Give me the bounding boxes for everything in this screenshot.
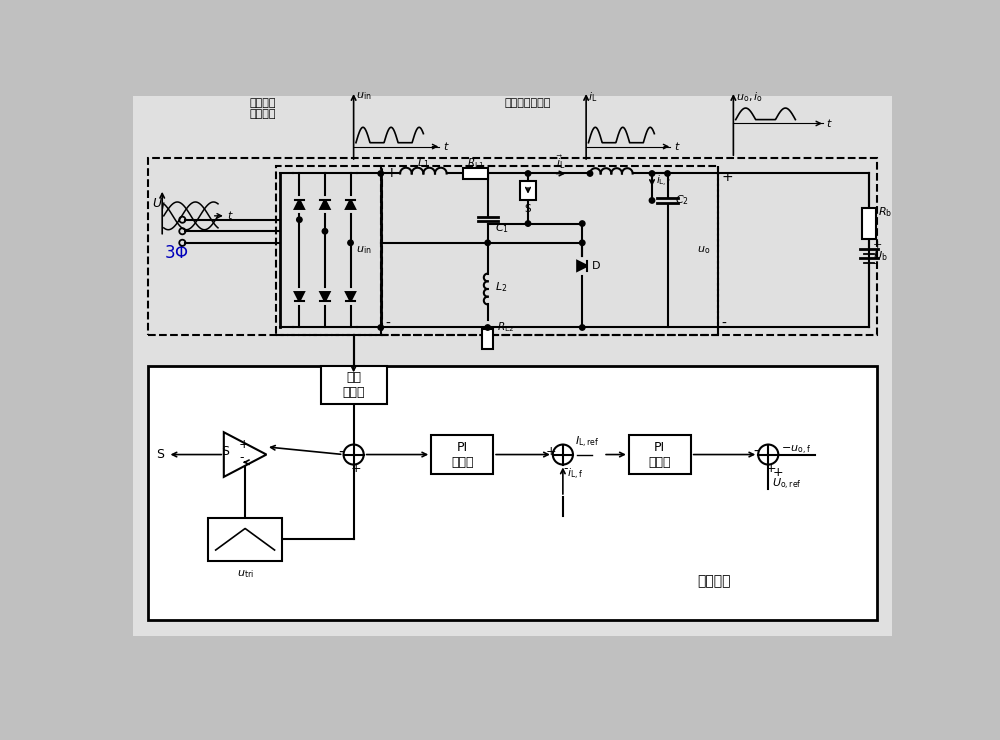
Text: +: + [545, 445, 556, 458]
Text: -: - [239, 451, 243, 464]
Text: D: D [592, 261, 601, 271]
Bar [862, 208, 876, 239]
Text: $C_1$: $C_1$ [495, 221, 509, 235]
Text: $t$: $t$ [826, 116, 833, 129]
Circle shape [322, 229, 328, 234]
Text: +: + [385, 166, 397, 181]
Text: $U_{\rm b}$: $U_{\rm b}$ [873, 249, 888, 263]
Polygon shape [224, 432, 266, 477]
Polygon shape [346, 200, 355, 209]
Text: $t$: $t$ [443, 140, 449, 152]
Text: $u_{\rm o}$: $u_{\rm o}$ [697, 245, 710, 256]
Polygon shape [320, 200, 330, 209]
Text: $u_{\rm o},i_{\rm o}$: $u_{\rm o},i_{\rm o}$ [736, 90, 763, 104]
Bar [276, 166, 382, 335]
Bar [148, 158, 877, 335]
Circle shape [348, 240, 353, 246]
Text: 三相不控: 三相不控 [250, 98, 276, 108]
Text: $i_{\rm L,f}$: $i_{\rm L,f}$ [656, 174, 671, 189]
Text: 充电接口变换器: 充电接口变换器 [505, 98, 551, 108]
Bar [463, 169, 488, 178]
Circle shape [580, 240, 585, 246]
Text: $-u_{\rm o,f}$: $-u_{\rm o,f}$ [781, 444, 811, 457]
Text: $L_2$: $L_2$ [495, 280, 508, 295]
Text: -: - [753, 445, 758, 459]
Text: $I_{\rm L,ref}$: $I_{\rm L,ref}$ [575, 435, 600, 450]
Circle shape [485, 325, 490, 330]
Polygon shape [346, 292, 355, 301]
Circle shape [378, 171, 383, 176]
Text: S: S [525, 204, 531, 215]
Text: $R_{\rm b}$: $R_{\rm b}$ [878, 205, 893, 219]
Text: S: S [222, 445, 230, 457]
Text: -: - [563, 462, 567, 475]
Text: $3\Phi$: $3\Phi$ [164, 244, 188, 262]
Text: $\vec{i}_{\rm L}$: $\vec{i}_{\rm L}$ [556, 154, 566, 171]
Text: +: + [873, 240, 882, 250]
Bar [381, 166, 718, 335]
Circle shape [485, 240, 490, 246]
Text: -: - [873, 258, 877, 268]
Text: PI
调节器: PI 调节器 [648, 440, 671, 468]
Bar [431, 435, 493, 474]
Text: -: - [385, 317, 390, 331]
Text: $U_{\rm o,ref}$: $U_{\rm o,ref}$ [772, 477, 802, 491]
Circle shape [378, 325, 383, 330]
Circle shape [580, 325, 585, 330]
Text: +: + [722, 170, 733, 184]
Text: $i_{\rm L}$: $i_{\rm L}$ [588, 90, 598, 104]
Bar [520, 181, 536, 201]
Polygon shape [577, 261, 587, 271]
Circle shape [297, 217, 302, 223]
Bar [148, 366, 877, 620]
Polygon shape [320, 292, 330, 301]
Bar [321, 366, 387, 405]
Text: S: S [156, 448, 164, 461]
Circle shape [580, 221, 585, 226]
Text: +: + [765, 462, 776, 475]
Text: 前馈
控制器: 前馈 控制器 [342, 371, 365, 400]
Text: $u_{\rm in}$: $u_{\rm in}$ [356, 245, 371, 256]
Text: +: + [239, 438, 250, 451]
Text: $L_1$: $L_1$ [417, 156, 430, 169]
Text: $u_{\rm tri}$: $u_{\rm tri}$ [237, 568, 254, 580]
Circle shape [525, 171, 531, 176]
Text: -: - [338, 444, 344, 459]
Circle shape [587, 171, 593, 176]
Circle shape [649, 171, 655, 176]
Bar [482, 329, 493, 349]
Text: $R_{\rm L1}$: $R_{\rm L1}$ [467, 156, 484, 169]
Text: 整流电路: 整流电路 [250, 109, 276, 118]
Text: $i_{\rm L,f}$: $i_{\rm L,f}$ [567, 468, 583, 482]
Bar [208, 518, 282, 561]
Text: +: + [351, 462, 361, 475]
Polygon shape [295, 200, 304, 209]
Text: $+$: $+$ [772, 466, 783, 479]
Polygon shape [295, 292, 304, 301]
Circle shape [665, 171, 670, 176]
Text: -: - [722, 317, 727, 331]
Text: $t$: $t$ [227, 209, 234, 221]
Bar [629, 435, 691, 474]
Text: PI
调节器: PI 调节器 [451, 440, 473, 468]
Text: $u_{\rm in}$: $u_{\rm in}$ [356, 90, 372, 102]
Text: 控制回路: 控制回路 [697, 574, 731, 588]
Circle shape [525, 221, 531, 226]
Text: $t$: $t$ [674, 140, 680, 152]
Circle shape [649, 198, 655, 204]
Text: $C_2$: $C_2$ [675, 194, 689, 207]
Text: $R_{\rm L2}$: $R_{\rm L2}$ [497, 320, 514, 334]
Text: $U_l$: $U_l$ [152, 197, 166, 212]
